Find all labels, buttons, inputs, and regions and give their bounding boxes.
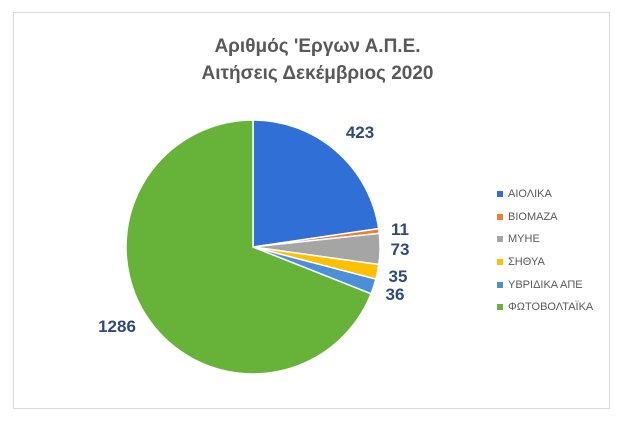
data-label-3: 35 [389,267,408,286]
legend-label: ΦΩΤΟΒΟΛΤΑΪΚΑ [508,301,594,314]
chart-title: Αριθμός 'Εργων Α.Π.Ε. [214,36,421,57]
data-label-1: 11 [391,220,409,239]
legend-item: ΣΗΘΥΑ [497,251,593,274]
legend-swatch [497,236,503,243]
legend-swatch [497,213,503,220]
legend-swatch [497,304,503,311]
legend-item: ΑΙΟΛΙΚΑ [497,183,593,206]
chart-subtitle: Αιτήσεις Δεκέμβριος 2020 [201,63,434,84]
legend-label: ΥΒΡΙΔΙΚΑ ΑΠΕ [508,278,583,291]
pie-slice-0 [252,119,380,248]
data-label-2: 73 [391,240,410,259]
data-label-5: 1286 [98,317,136,336]
legend-label: ΑΙΟΛΙΚΑ [508,188,552,201]
legend-item: ΒΙΟΜΑΖΑ [497,206,593,229]
legend-swatch [497,281,503,288]
legend-label: ΣΗΘΥΑ [508,256,545,269]
legend-swatch [497,259,503,266]
legend-swatch [497,191,503,198]
chart-legend: ΑΙΟΛΙΚΑ ΒΙΟΜΑΖΑ ΜΥΗΕ ΣΗΘΥΑ ΥΒΡΙΔΙΚΑ ΑΠΕ ΦΩΤΟΒ… [497,183,593,319]
legend-label: ΜΥΗΕ [508,233,540,246]
legend-item: ΜΥΗΕ [497,228,593,251]
data-label-4: 36 [386,285,405,304]
legend-label: ΒΙΟΜΑΖΑ [508,210,558,223]
legend-item: ΥΒΡΙΔΙΚΑ ΑΠΕ [497,273,593,296]
legend-item: ΦΩΤΟΒΟΛΤΑΪΚΑ [497,296,593,319]
data-label-0: 423 [346,123,374,142]
pie-slice-5 [125,119,373,375]
